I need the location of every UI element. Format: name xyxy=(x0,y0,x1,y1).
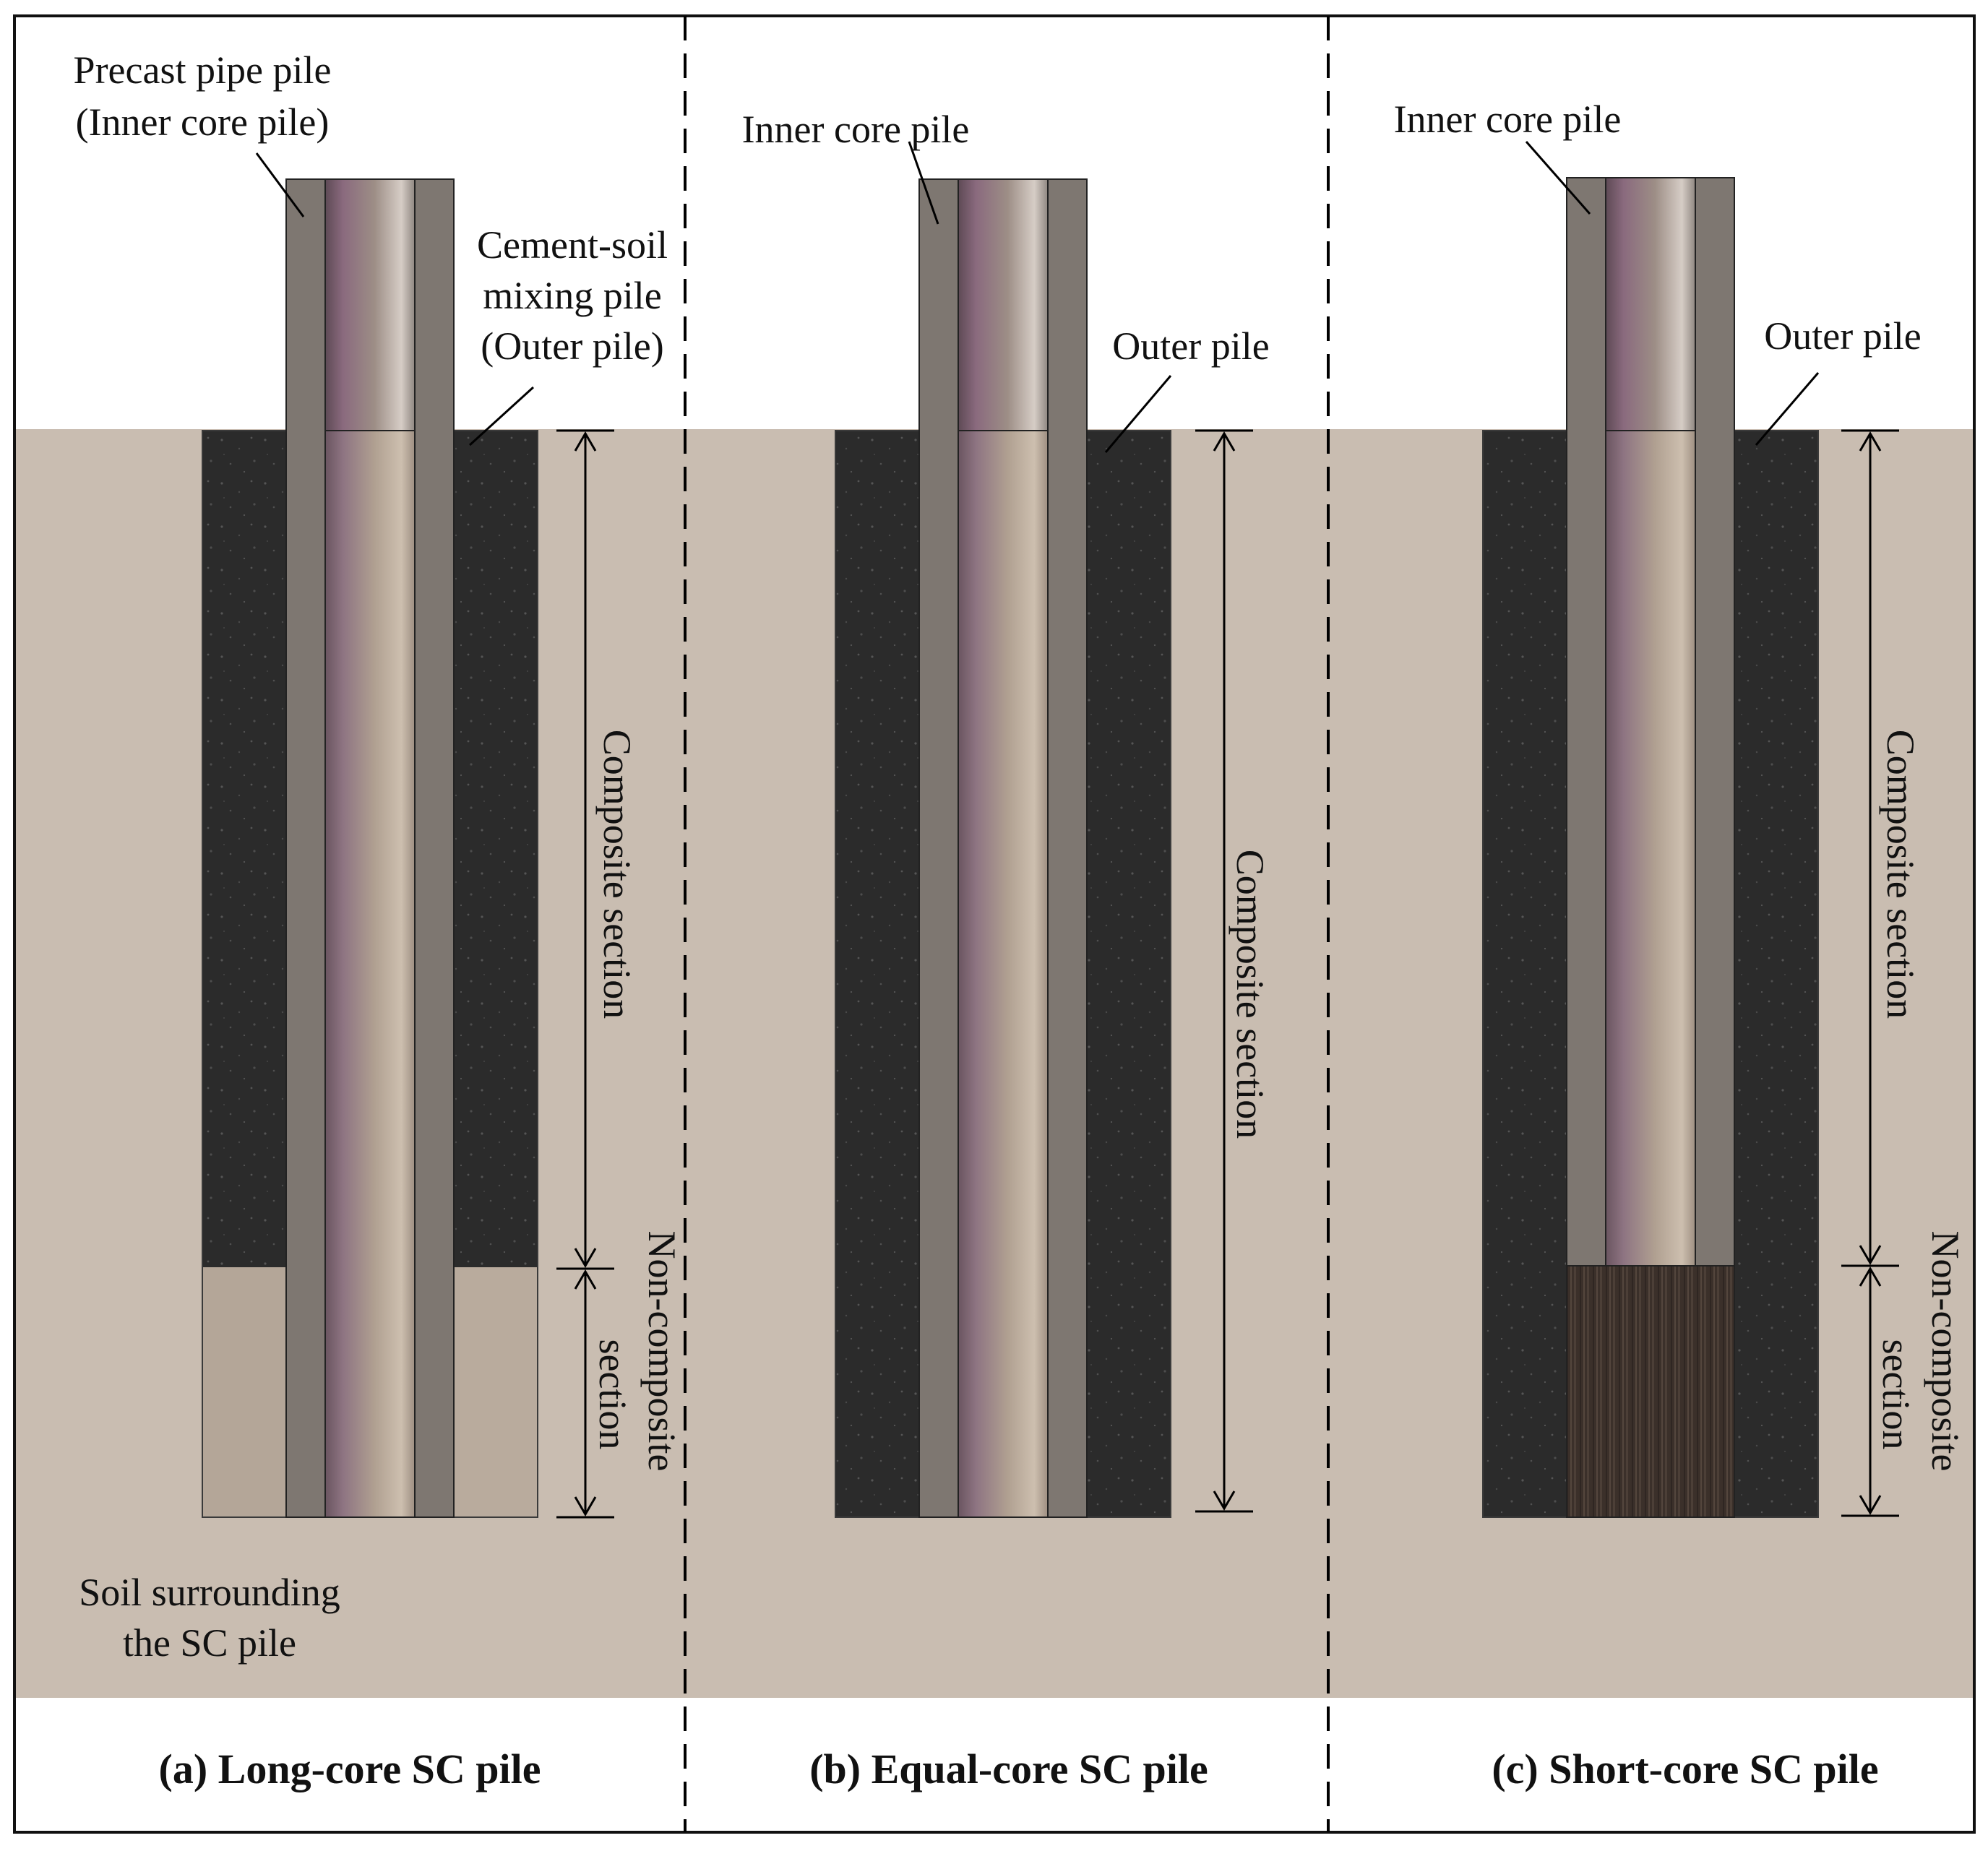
label-outer-c: Outer pile xyxy=(1764,314,1921,358)
pipe-wall-left-b xyxy=(918,178,959,1518)
pipe-bore-top-c xyxy=(1605,177,1696,431)
soil-block-left-a xyxy=(202,1267,286,1517)
panel-b: Inner core pile Outer pile Composite sec… xyxy=(742,108,1272,1792)
soil-block-right-a xyxy=(454,1267,538,1517)
label-precast-line1: Precast pipe pile xyxy=(74,48,332,92)
pipe-wall-right-a xyxy=(414,178,455,1518)
label-cement-line3: (Outer pile) xyxy=(481,324,663,368)
label-noncomp-line2-c: section xyxy=(1875,1339,1918,1450)
leader-outer-b xyxy=(1104,375,1172,453)
leader-outer-c xyxy=(1755,372,1820,446)
pipe-wall-right-c xyxy=(1695,177,1735,1268)
pipe-wall-left-a xyxy=(285,178,326,1518)
label-cement-line1: Cement-soil xyxy=(477,223,668,267)
label-noncomp-line2-a: section xyxy=(591,1339,634,1450)
label-noncomp-line1-c: Non-composite xyxy=(1924,1231,1967,1472)
label-outer-b: Outer pile xyxy=(1112,324,1269,368)
caption-a: (a) Long-core SC pile xyxy=(159,1746,541,1792)
noncomposite-block-c xyxy=(1566,1265,1735,1518)
label-cement-line2: mixing pile xyxy=(483,274,661,317)
pipe-wall-left-c xyxy=(1566,177,1606,1268)
pipe-bore-bottom-c xyxy=(1605,430,1696,1268)
label-inner-c: Inner core pile xyxy=(1394,98,1622,141)
leader-inner-b xyxy=(908,141,939,225)
caption-b: (b) Equal-core SC pile xyxy=(809,1746,1208,1792)
panel-c: Inner core pile Outer pile Composite sec… xyxy=(1394,98,1967,1792)
label-precast-line2: (Inner core pile) xyxy=(76,100,330,144)
caption-c: (c) Short-core SC pile xyxy=(1492,1746,1878,1792)
label-noncomp-line1-a: Non-composite xyxy=(640,1231,684,1472)
leader-cement-a xyxy=(468,386,535,446)
label-composite-c: Composite section xyxy=(1879,730,1922,1019)
leader-precast-a xyxy=(255,152,305,217)
label-inner-b: Inner core pile xyxy=(742,108,970,151)
pipe-bore-top-b xyxy=(958,178,1049,431)
pipe-wall-right-b xyxy=(1047,178,1088,1518)
panel-a: Precast pipe pile (Inner core pile) Ceme… xyxy=(74,48,684,1792)
pipe-bore-bottom-a xyxy=(324,430,416,1518)
leader-inner-c xyxy=(1525,141,1591,215)
pipe-bore-top-a xyxy=(324,178,416,431)
label-composite-a: Composite section xyxy=(595,730,639,1019)
label-soil-line2: the SC pile xyxy=(123,1621,296,1665)
label-soil-line1: Soil surrounding xyxy=(79,1571,340,1614)
pipe-bore-bottom-b xyxy=(958,430,1049,1518)
label-composite-b: Composite section xyxy=(1228,850,1272,1139)
